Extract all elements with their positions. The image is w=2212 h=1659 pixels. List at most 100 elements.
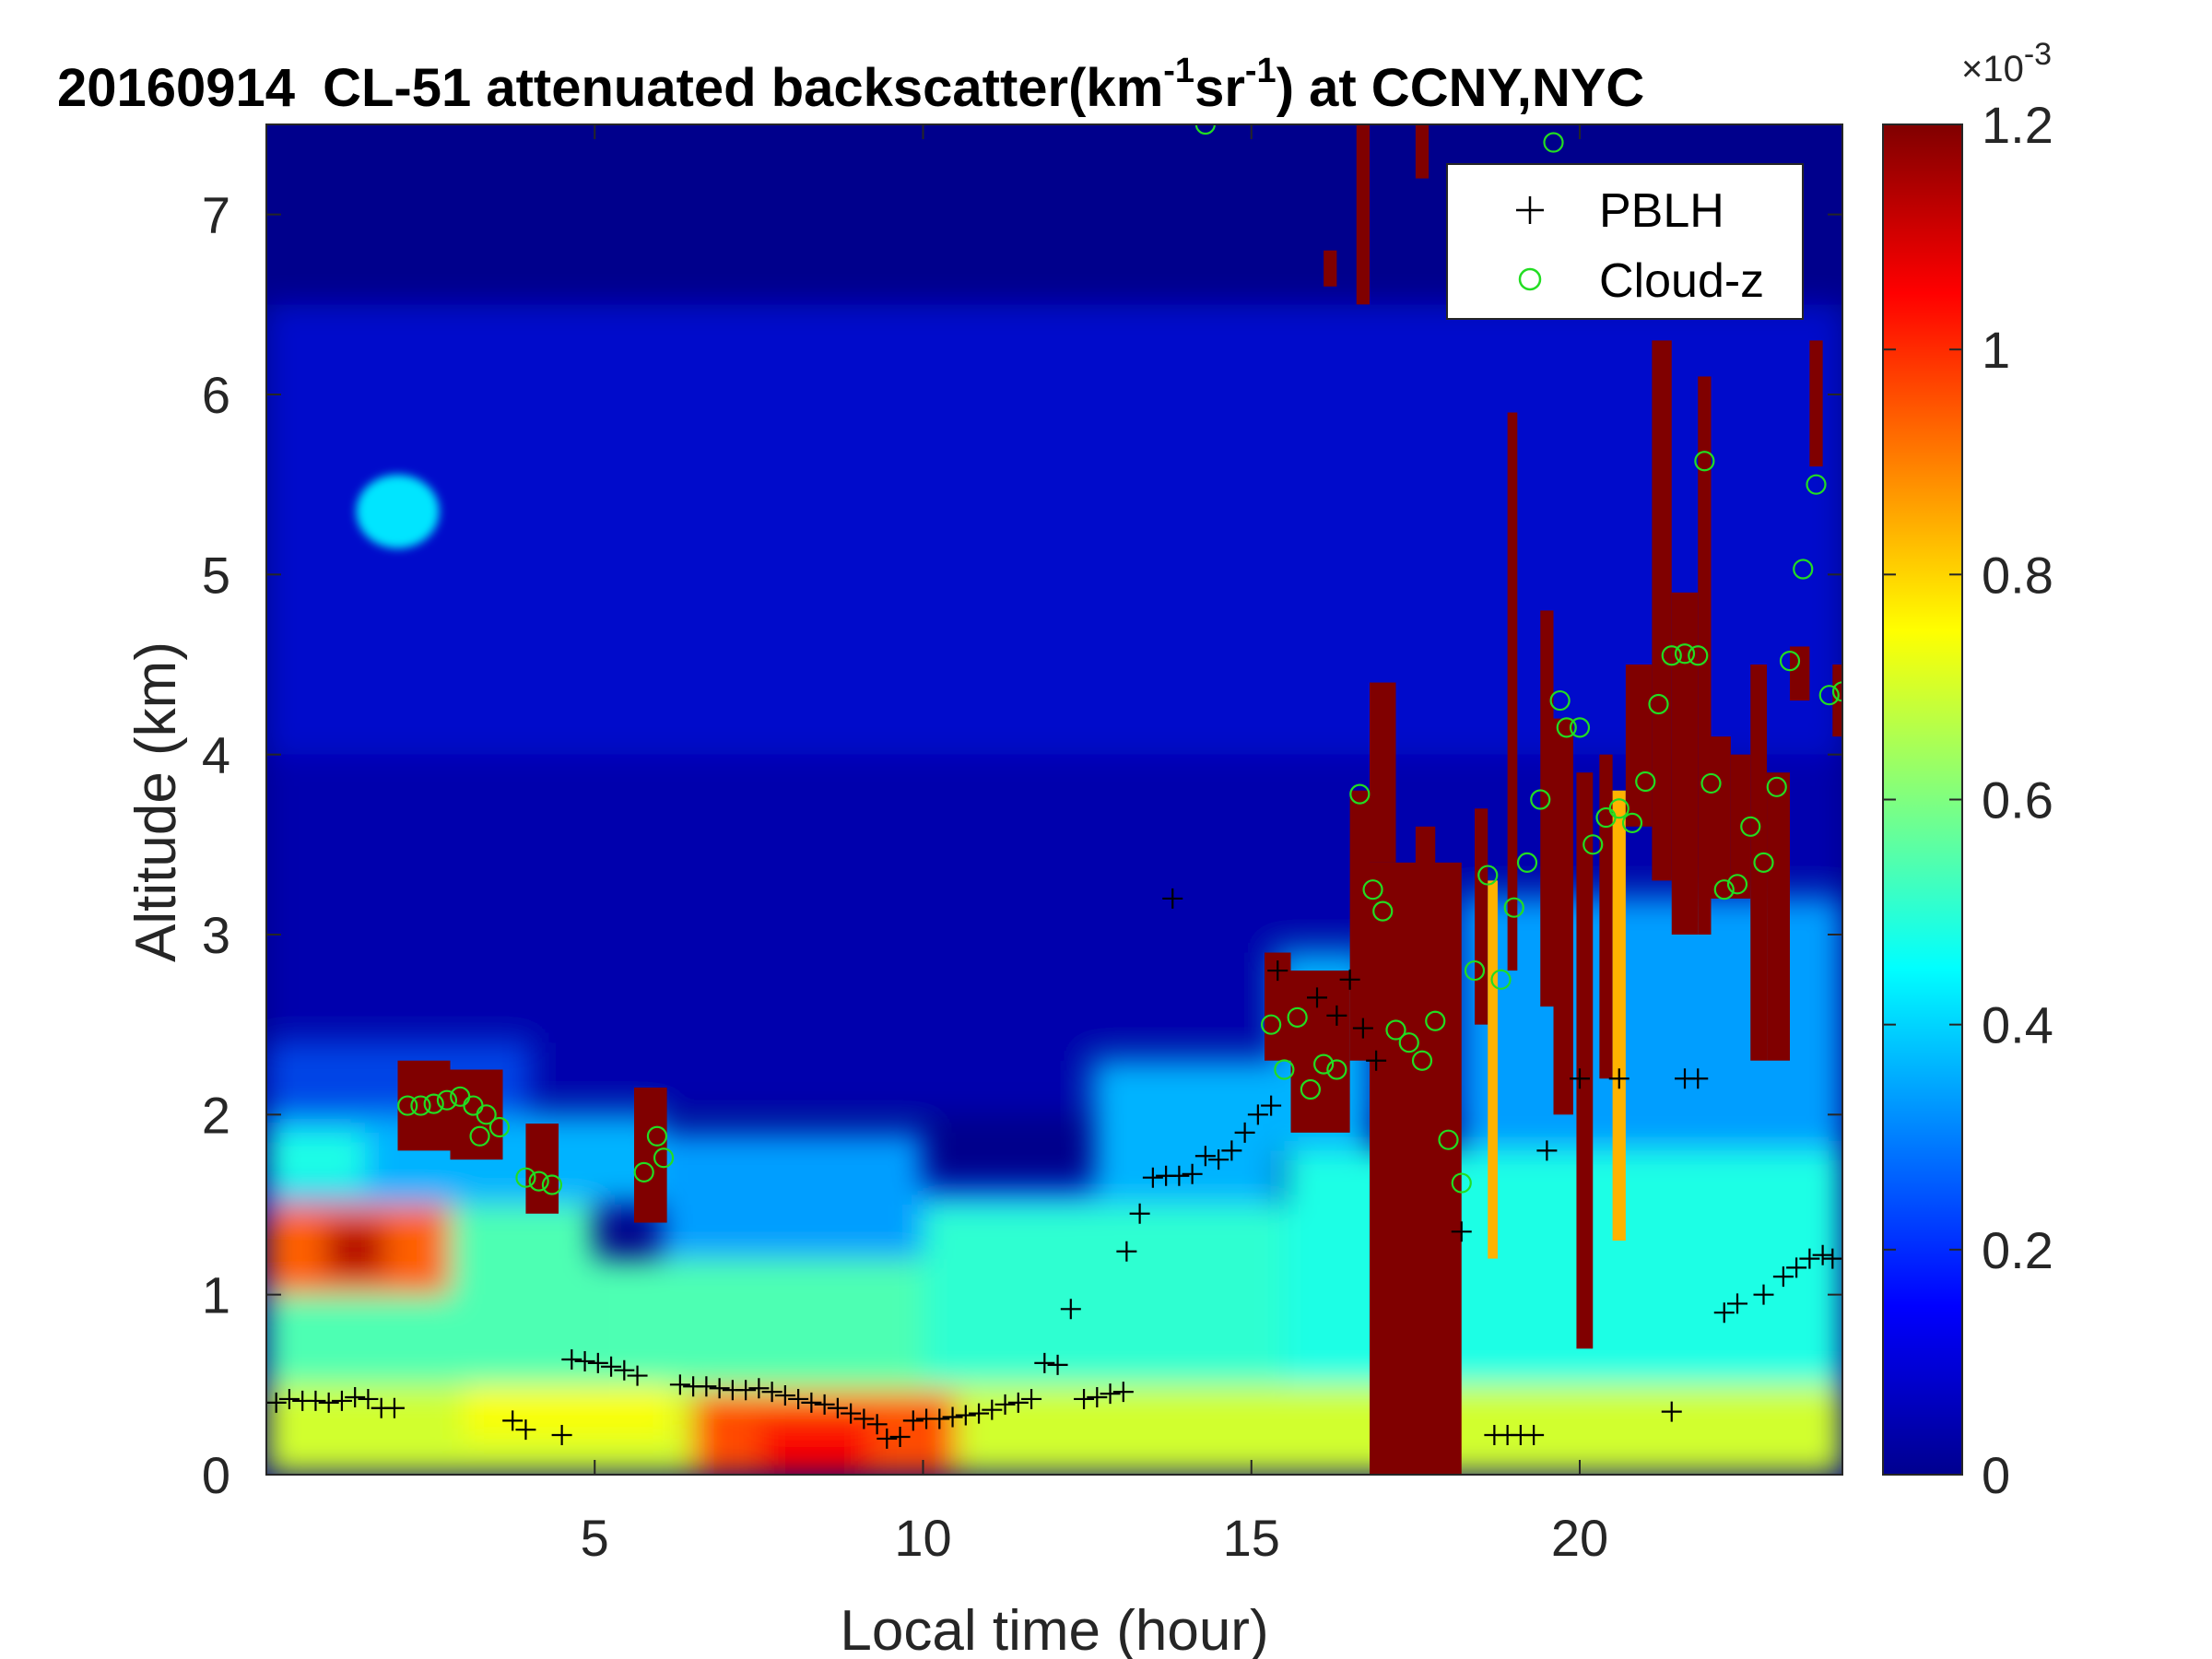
pblh-point — [969, 1403, 990, 1424]
axes: 5 10 15 20 0 1 2 3 4 5 6 7 — [202, 124, 1843, 1567]
colorbar-tick-label: 0.4 — [1982, 996, 2053, 1054]
pblh-point — [551, 1425, 572, 1446]
cloud-z-point — [1372, 900, 1394, 922]
cloud-z-point — [1477, 865, 1499, 886]
cloud-z-point — [1556, 717, 1577, 738]
legend: PBLH Cloud-z — [1446, 163, 1804, 320]
y-tick-label: 0 — [202, 1446, 230, 1504]
pblh-point — [929, 1408, 950, 1430]
pblh-point — [788, 1388, 809, 1409]
cloud-z-point — [410, 1095, 431, 1116]
pblh-point — [1812, 1244, 1833, 1265]
pblh-point — [1194, 1146, 1216, 1167]
pblh-point — [1261, 1095, 1282, 1116]
cloud-z-point — [1398, 1032, 1419, 1053]
cloud-z-point — [1385, 1019, 1406, 1041]
cloud-column — [1356, 124, 1370, 305]
cloud-column — [1576, 772, 1594, 1349]
cloud-z-point — [1818, 685, 1840, 706]
legend-plus-icon — [1516, 196, 1544, 224]
pblh-point — [331, 1390, 352, 1411]
pblh-point — [955, 1405, 976, 1426]
cloud-z-point — [436, 1089, 458, 1111]
pblh-point — [345, 1387, 366, 1408]
cloud-z-point — [515, 1167, 536, 1188]
pblh-point — [587, 1352, 608, 1373]
cloud-column — [1475, 808, 1488, 1025]
x-tick-label: 10 — [894, 1509, 951, 1567]
pblh-point — [1570, 1068, 1590, 1089]
legend-label-pblh: PBLH — [1599, 184, 1724, 238]
pblh-point — [1822, 1248, 1842, 1269]
legend-label-cloud-z: Cloud-z — [1599, 254, 1764, 308]
colorbar-exponent: ×10-3 — [1961, 37, 2052, 89]
heat-cell — [266, 1132, 365, 1187]
cloud-z-point — [1726, 874, 1748, 895]
y-tick-label: 2 — [202, 1086, 230, 1144]
y-tick-label: 3 — [202, 906, 230, 964]
cloud-z-point — [1793, 559, 1814, 580]
cloud-column — [1349, 790, 1370, 1061]
cloud-z-point — [1287, 1006, 1308, 1028]
heat-cell — [594, 1258, 924, 1385]
cloud-z-point — [1438, 1129, 1459, 1150]
pblh-point — [735, 1380, 757, 1401]
pblh-point — [877, 1428, 898, 1449]
pblh-point — [1182, 1163, 1203, 1184]
cloud-z-point — [1694, 451, 1715, 472]
cloud-edge — [1612, 790, 1626, 1241]
cloud-z-point — [476, 1104, 497, 1125]
pblh-point — [1060, 1299, 1081, 1320]
y-tick-label: 4 — [202, 726, 230, 784]
cloud-column — [1415, 826, 1436, 935]
cloud-z-point — [633, 1161, 654, 1182]
cloud-z-point — [646, 1125, 668, 1147]
cloud-column — [1599, 754, 1613, 1079]
pblh-point — [1169, 1165, 1190, 1186]
cloud-z-point — [1635, 771, 1656, 793]
legend-box — [1446, 163, 1804, 320]
pblh-point — [502, 1410, 524, 1431]
pblh-point — [1326, 1005, 1347, 1026]
cloud-column — [1809, 340, 1823, 467]
cloud-column — [1290, 971, 1350, 1133]
y-tick-label: 5 — [202, 546, 230, 604]
pblh-point — [601, 1356, 622, 1377]
x-tick-label: 20 — [1551, 1509, 1608, 1567]
pblh-point — [994, 1394, 1016, 1415]
cloud-z-point — [1503, 897, 1524, 918]
cloud-column — [1370, 682, 1396, 863]
cloud-z-point — [1674, 643, 1696, 665]
cloud-z-point — [1194, 124, 1216, 135]
cloud-z-point — [1261, 1014, 1282, 1035]
cloud-z-point — [1608, 798, 1630, 819]
cloud-column — [1767, 772, 1790, 1061]
cloud-z-point — [469, 1125, 490, 1147]
cloud-z-point — [1411, 1050, 1433, 1071]
cloud-z-point — [1661, 645, 1682, 666]
cloud-column — [634, 1088, 667, 1223]
cloud-z-point — [1569, 717, 1591, 738]
heat-cell — [923, 1205, 1285, 1385]
legend-circle-icon — [1518, 267, 1542, 291]
pblh-point — [1116, 1241, 1137, 1262]
pblh-point — [1339, 969, 1360, 990]
cloud-z-point — [1779, 650, 1801, 672]
pblh-point — [889, 1426, 911, 1447]
pblh-point — [1142, 1167, 1163, 1188]
cloud-column — [1625, 665, 1653, 827]
pblh-point — [761, 1382, 782, 1403]
pblh-point — [1661, 1401, 1682, 1422]
pblh-point — [1772, 1266, 1794, 1288]
colorbar-ticks: 0 0.2 0.4 0.6 0.8 1 1.2 — [1883, 96, 2053, 1504]
cloud-z-point — [1530, 789, 1551, 810]
pblh-point — [774, 1385, 795, 1406]
pblh-point — [574, 1350, 595, 1371]
pblh-point — [696, 1376, 717, 1397]
pblh-point — [1608, 1068, 1630, 1089]
cloud-column — [1370, 862, 1462, 1475]
pblh-point — [1047, 1354, 1068, 1375]
pblh-point — [305, 1390, 326, 1411]
pblh-point — [1352, 1018, 1373, 1039]
